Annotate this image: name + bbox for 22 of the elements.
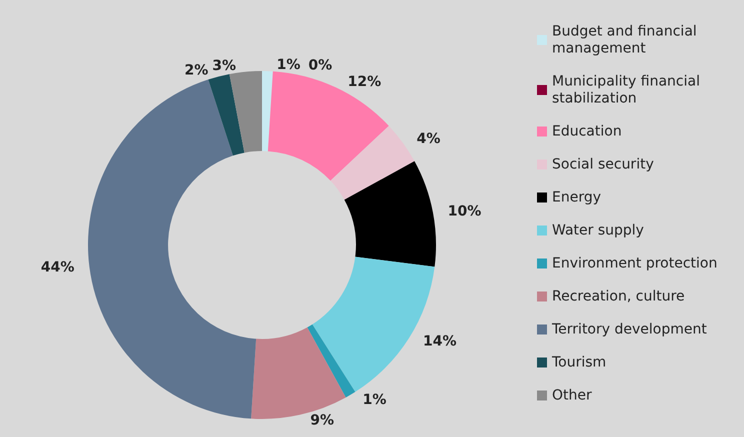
legend-label: Water supply (552, 222, 644, 238)
legend-label: Environment protection (552, 256, 718, 272)
legend-label: Energy (552, 190, 602, 206)
legend-label: Municipality financial stabilization (552, 74, 704, 106)
legend-label: Territory development (551, 322, 708, 338)
data-label: 14% (422, 333, 456, 350)
legend-label: Tourism (551, 354, 606, 370)
legend-label: Budget and financial management (552, 24, 702, 56)
text: 0% (308, 57, 332, 74)
data-label: 1% (276, 57, 300, 74)
data-label: 2% (184, 62, 208, 79)
data-label: 9% (310, 412, 334, 429)
legend-label: Recreation, culture (552, 288, 685, 304)
data-label: 12% (348, 74, 382, 90)
data-label: 1% (362, 392, 386, 408)
data-label: 10% (448, 203, 482, 220)
legend-label: Education (552, 124, 622, 140)
data-label: 4% (416, 131, 440, 148)
data-label: 44% (40, 260, 74, 276)
data-label: 3% (212, 58, 236, 74)
legend-label: Other (552, 388, 592, 404)
legend-label: Social security (552, 156, 654, 172)
